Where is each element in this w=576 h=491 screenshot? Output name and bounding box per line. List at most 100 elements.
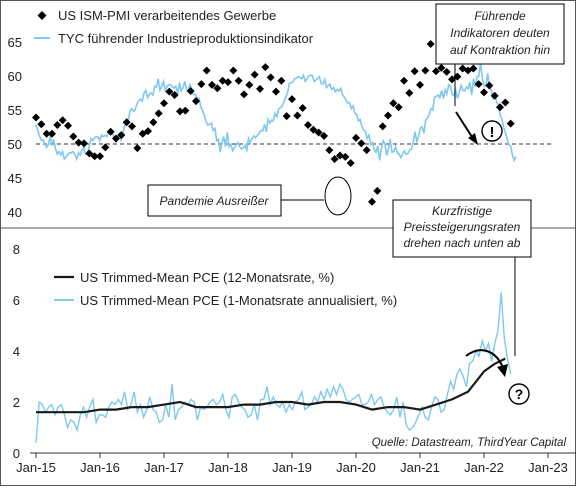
top-legend: US ISM-PMI verarbeitendes Gewerbe TYC fü… — [34, 8, 314, 46]
pmi-point — [37, 120, 46, 129]
pmi-point — [101, 143, 110, 152]
pmi-point — [181, 106, 190, 115]
pmi-point — [314, 128, 323, 137]
pmi-point — [501, 98, 510, 107]
pmi-point — [80, 139, 88, 148]
pmi-point — [245, 80, 254, 89]
x-tick-label: Jan-15 — [16, 460, 56, 475]
annotation-arrow-shaft — [455, 111, 475, 141]
pmi-point — [117, 131, 126, 140]
pmi-point — [90, 152, 99, 161]
pmi-point — [325, 146, 334, 155]
annotation-text-line: Führende — [474, 9, 526, 23]
top-y-axis: 40 45 50 55 60 65 — [8, 35, 22, 220]
pmi-point — [69, 132, 78, 141]
pmi-point — [32, 113, 40, 122]
annotation-text-line: auf Kontraktion hin — [450, 43, 550, 57]
pmi-point — [352, 133, 360, 142]
pmi-point — [384, 111, 392, 120]
annotation-kontraktion: Führende Indikatoren deuten auf Kontrakt… — [435, 3, 565, 145]
pmi-point — [53, 120, 62, 129]
pmi-point — [176, 107, 184, 116]
arrow-head-icon — [497, 364, 508, 377]
bottom-legend: US Trimmed-Mean PCE (12-Monatsrate, %) U… — [54, 270, 397, 308]
pmi-point — [368, 197, 376, 206]
pmi-point — [400, 76, 408, 85]
pmi-point — [213, 84, 222, 93]
pmi-point — [480, 88, 488, 97]
y-tick-label: 45 — [8, 171, 22, 186]
pmi-point — [229, 66, 238, 75]
pmi-point — [293, 111, 302, 120]
pmi-point — [432, 67, 440, 76]
annotation-text-line: Kurzfristige — [432, 204, 492, 218]
pmi-point — [197, 80, 206, 89]
pmi-point — [442, 67, 451, 76]
annotation-text-line: Indikatoren deuten — [450, 26, 550, 40]
annotation-text-line: drehen nach unten ab — [404, 236, 521, 250]
annotation-text-line: Preissteigerungsraten — [404, 220, 521, 234]
pmi-point — [378, 122, 387, 131]
pmi-point — [357, 139, 366, 148]
pmi-point — [426, 40, 435, 49]
pmi-point — [149, 118, 158, 127]
pmi-point — [421, 66, 430, 75]
x-tick-label: Jan-17 — [144, 460, 184, 475]
pmi-point — [170, 91, 179, 100]
pmi-point — [42, 129, 51, 138]
y-tick-label: 8 — [13, 242, 20, 257]
x-tick-label: Jan-20 — [336, 460, 376, 475]
pmi-point — [154, 109, 163, 118]
pmi-point — [448, 75, 456, 84]
legend-label-tyc: TYC führender Industrieproduktionsindika… — [58, 31, 314, 46]
y-tick-label: 50 — [8, 137, 22, 152]
pmi-point — [298, 103, 307, 112]
pmi-point — [410, 67, 419, 76]
bottom-y-axis: 0 2 4 6 8 — [13, 242, 20, 461]
pmi-point — [240, 90, 248, 99]
pmi-point — [48, 129, 56, 138]
annotation-marker-question: ? — [515, 386, 524, 402]
pmi-point — [261, 63, 270, 72]
x-tick-label: Jan-23 — [528, 460, 568, 475]
legend-marker-pmi — [37, 11, 47, 20]
pmi-point — [208, 80, 216, 89]
pmi-point — [506, 119, 515, 128]
pmi-point — [496, 103, 504, 112]
pmi-point — [362, 146, 371, 155]
pmi-point — [192, 97, 200, 106]
exclamation-circle-icon — [481, 120, 503, 142]
pmi-point — [64, 121, 72, 130]
pmi-point — [85, 149, 94, 158]
pmi-point — [160, 99, 168, 108]
pmi-point — [277, 76, 286, 85]
pmi-point — [202, 66, 211, 75]
annotation-box-pandemie — [147, 184, 282, 217]
source-note: Quelle: Datastream, ThirdYear Capital — [372, 437, 567, 449]
bottom-x-axis: Jan-15 Jan-16 Jan-17 Jan-18 Jan-19 Jan-20 Jan-… — [16, 453, 568, 475]
y-tick-label: 4 — [13, 344, 20, 359]
annotation-pandemie: Pandemie Ausreißer — [147, 176, 352, 217]
legend-label-pmi: US ISM-PMI verarbeitendes Gewerbe — [58, 8, 276, 23]
pmi-point — [106, 127, 115, 136]
pmi-point — [272, 87, 280, 96]
pmi-point — [96, 152, 104, 161]
pmi-point — [330, 154, 339, 163]
x-tick-label: Jan-19 — [272, 460, 312, 475]
annotation-preise: Kurzfristige Preissteigerungsraten drehe… — [392, 199, 532, 405]
pmi-point — [58, 116, 67, 125]
pmi-point — [112, 134, 120, 143]
pmi-point — [128, 122, 136, 131]
pmi-point — [490, 91, 499, 100]
x-tick-label: Jan-16 — [80, 460, 120, 475]
outlier-circle-icon — [324, 176, 352, 216]
y-tick-label: 6 — [13, 293, 20, 308]
pmi-point — [256, 84, 264, 93]
y-tick-label: 55 — [8, 103, 22, 118]
legend-label-pce-12m: US Trimmed-Mean PCE (12-Monatsrate, %) — [80, 270, 334, 285]
pmi-point — [416, 80, 424, 89]
y-tick-label: 65 — [8, 35, 22, 50]
x-tick-label: Jan-22 — [464, 460, 504, 475]
question-circle-icon — [508, 383, 530, 405]
